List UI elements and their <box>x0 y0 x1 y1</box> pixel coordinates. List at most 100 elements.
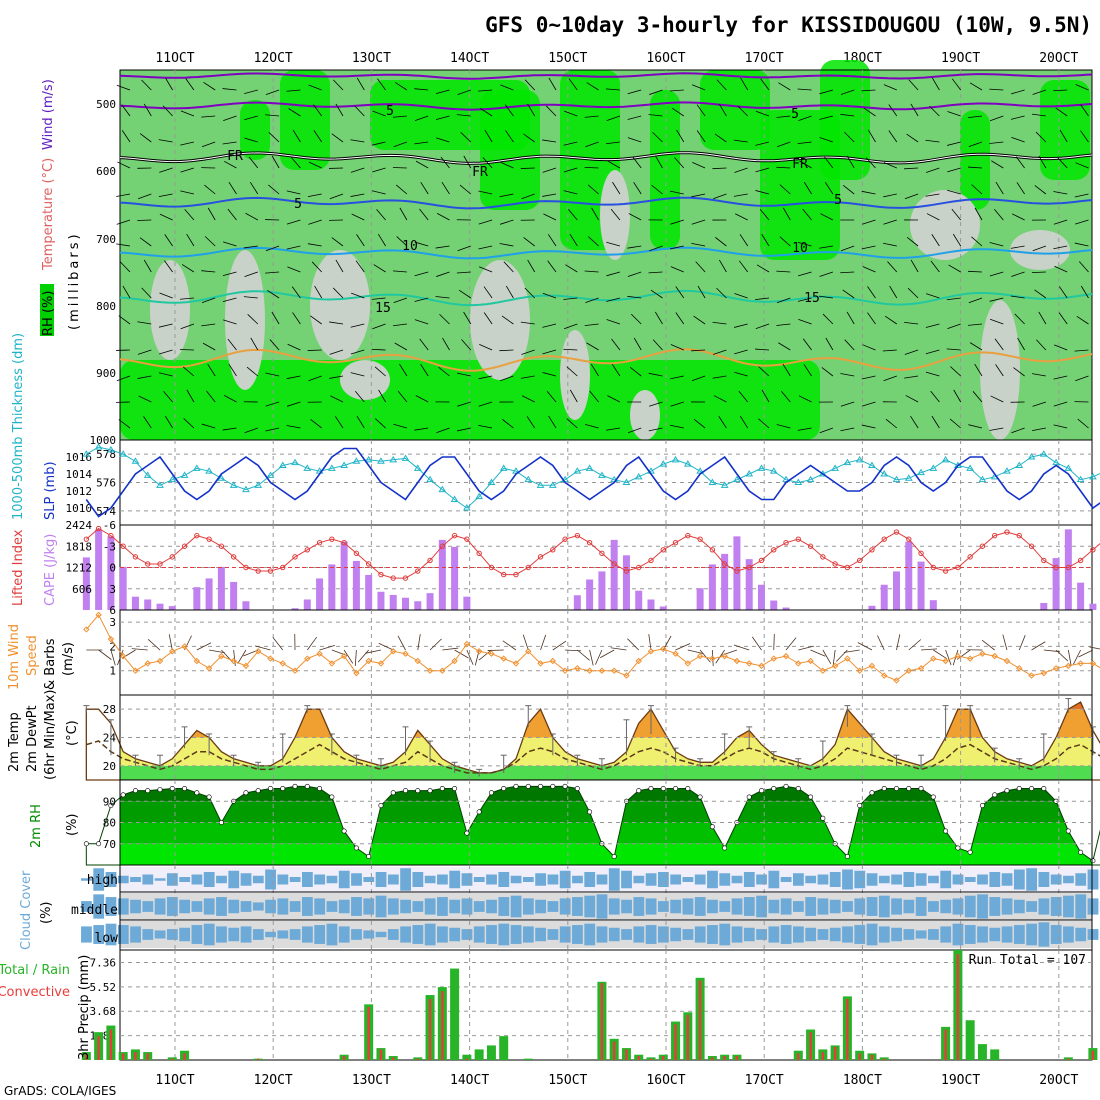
li-point <box>390 575 396 581</box>
wind-barb <box>286 401 301 407</box>
cloud-bar <box>1063 926 1074 943</box>
cloud-bar <box>216 926 227 943</box>
cloud-bar <box>608 927 620 942</box>
wind-barb <box>137 321 152 325</box>
rh-point <box>992 792 998 798</box>
li-point <box>304 547 310 553</box>
wind10-barb <box>751 636 762 651</box>
wind-barb <box>883 162 897 169</box>
wind-barb <box>520 375 535 379</box>
li-point <box>599 550 605 557</box>
precip-convective-bar <box>85 1053 88 1060</box>
cape-bar <box>144 599 152 610</box>
wind10-barb <box>397 635 406 651</box>
slp-tick: 1012 <box>66 485 93 498</box>
wind-barb <box>377 78 386 91</box>
li-point <box>820 554 826 560</box>
wind-barb <box>929 105 940 117</box>
wind10-barb <box>147 638 161 651</box>
wind-barb <box>158 372 173 377</box>
cape-bar <box>647 599 655 610</box>
rh-point <box>120 792 126 798</box>
cloud-bar <box>645 925 657 944</box>
cloud-bar <box>277 898 289 915</box>
cloud-bar <box>694 874 706 885</box>
rh-ylabel-2: (%) <box>65 814 80 837</box>
wind-barb <box>650 289 663 299</box>
rh-point <box>758 788 764 794</box>
cloud-bar <box>743 872 755 887</box>
wind-barb <box>330 395 344 403</box>
wind-barb <box>396 236 408 247</box>
wind-barb <box>292 312 301 325</box>
wind10-point <box>525 648 532 655</box>
x-tick-top: 12OCT <box>254 51 293 66</box>
wind-barb <box>951 78 962 91</box>
li-point <box>1016 532 1022 539</box>
cloud-bar <box>645 873 657 886</box>
upper-ylabel-rh: RH (%) <box>41 291 56 336</box>
li-point <box>181 543 188 549</box>
wind-barb <box>989 141 1004 144</box>
li-point <box>120 543 126 549</box>
wind-barb <box>968 323 983 326</box>
wind10-barb <box>357 649 369 663</box>
wind-barb <box>499 349 514 352</box>
rh-point <box>783 783 789 789</box>
precip-convective-bar <box>428 999 432 1060</box>
wind-barb <box>989 115 1004 122</box>
wind-barb <box>782 363 791 377</box>
wind-barb <box>463 311 472 325</box>
wind10-point <box>279 660 286 667</box>
wind-barb <box>521 349 535 355</box>
wind-barb <box>953 389 962 403</box>
wind-barb <box>143 259 152 273</box>
thickness-point <box>499 464 508 471</box>
wind-barb <box>566 366 578 377</box>
cloud-bar <box>1026 868 1038 891</box>
wind-barb <box>818 295 833 299</box>
wind-barb <box>394 82 408 91</box>
wind-barb <box>419 208 429 221</box>
rh-point <box>145 788 151 794</box>
cloud-bar <box>670 927 682 942</box>
wind-barb <box>952 233 962 247</box>
rh-humid-patch <box>650 90 680 250</box>
cape-bar <box>426 593 434 610</box>
wind-barb <box>479 344 493 351</box>
thickness-point <box>413 464 422 471</box>
cape-bar <box>586 579 594 610</box>
cloud-bar <box>547 929 559 940</box>
wind-barb <box>393 423 408 429</box>
thickness-point <box>524 475 533 483</box>
precip-convective-bar <box>121 1053 125 1060</box>
cloud-bar <box>842 901 853 912</box>
cloud-bar <box>1013 899 1025 914</box>
wind-barb <box>159 349 173 355</box>
precip-convective-bar <box>97 1036 100 1060</box>
cloud-level-label: middle <box>71 903 118 918</box>
rh-point <box>795 785 801 791</box>
wind-barb <box>162 105 173 117</box>
wind10-barb <box>110 649 116 666</box>
cloud-bar <box>1013 869 1025 890</box>
x-tick-top: 15OCT <box>548 51 587 66</box>
rh-humid-patch <box>700 70 770 150</box>
precip-tick: 3.68 <box>90 1005 117 1018</box>
wind10-barb <box>487 649 504 651</box>
wind-barb <box>846 311 855 325</box>
wind-barb <box>313 104 323 117</box>
wind-barb <box>523 133 535 143</box>
cloud-bar <box>805 897 817 916</box>
wind-tick: 1 <box>109 665 116 678</box>
cloud-bar <box>522 877 534 882</box>
li-tick: 0 <box>109 562 116 575</box>
cloud-bar <box>670 874 682 885</box>
wind-barb <box>222 427 237 431</box>
wind-barb <box>436 427 450 434</box>
wind-barb <box>606 271 621 277</box>
cloud-bar <box>854 870 866 889</box>
cloud-bar <box>326 901 338 912</box>
wind-barb <box>248 156 259 169</box>
wind-barb <box>164 260 173 273</box>
